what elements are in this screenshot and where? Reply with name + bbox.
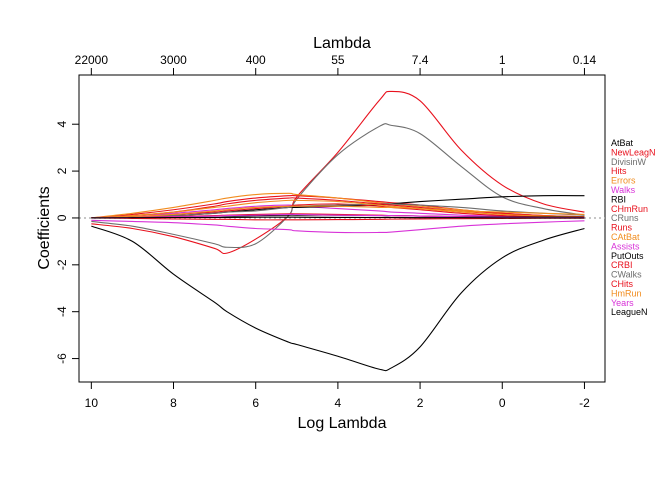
legend-label-catbat: CAtBat bbox=[611, 232, 640, 242]
series-line-hmrun bbox=[91, 205, 585, 219]
series-line-years bbox=[91, 213, 585, 219]
legend-label-chmrun: CHmRun bbox=[611, 204, 648, 214]
series-line-newleagn bbox=[91, 90, 585, 255]
legend-label-errors: Errors bbox=[611, 176, 636, 186]
x-tick-label: 0 bbox=[499, 396, 506, 410]
legend-label-walks: Walks bbox=[611, 185, 636, 195]
legend-label-years: Years bbox=[611, 298, 634, 308]
bottom-axis: 10 8 6 4 2 0 -2 bbox=[85, 381, 590, 410]
legend-label-hits: Hits bbox=[611, 166, 627, 176]
legend-label-putouts: PutOuts bbox=[611, 251, 644, 261]
y-tick-label: -6 bbox=[55, 353, 69, 364]
top-tick-label: 7.4 bbox=[412, 53, 429, 67]
y-tick-label: 4 bbox=[55, 121, 69, 128]
y-tick-label: 2 bbox=[55, 167, 69, 174]
legend-label-leaguen: LeagueN bbox=[611, 307, 648, 317]
x-tick-label: 10 bbox=[85, 396, 99, 410]
legend-label-atbat: AtBat bbox=[611, 138, 634, 148]
top-axis: 22000 3000 400 55 7.4 1 0.14 bbox=[75, 53, 597, 76]
legend-label-chits: CHits bbox=[611, 279, 633, 289]
top-tick-label: 55 bbox=[331, 53, 345, 67]
top-tick-label: 400 bbox=[246, 53, 266, 67]
x-tick-label: 2 bbox=[417, 396, 424, 410]
series-line-chmrun bbox=[91, 203, 585, 219]
x-tick-label: 4 bbox=[335, 396, 342, 410]
series-line-catbat bbox=[91, 199, 585, 219]
top-tick-label: 22000 bbox=[75, 53, 109, 67]
legend-label-crbi: CRBI bbox=[611, 260, 633, 270]
plot-box bbox=[78, 74, 606, 383]
x-axis-title: Log Lambda bbox=[298, 415, 387, 432]
legend-label-cruns: CRuns bbox=[611, 213, 639, 223]
top-axis-title: Lambda bbox=[313, 35, 371, 52]
x-tick-label: 8 bbox=[170, 396, 177, 410]
x-tick-label: 6 bbox=[252, 396, 259, 410]
legend: AtBatNewLeagNDivisinWHitsErrorsWalksRBIC… bbox=[611, 138, 656, 317]
top-tick-label: 3000 bbox=[160, 53, 187, 67]
legend-label-assists: Assists bbox=[611, 241, 640, 251]
left-axis: -6 -4 -2 0 2 4 bbox=[55, 121, 80, 364]
series-line-assists bbox=[91, 219, 585, 234]
legend-label-hmrun: HmRun bbox=[611, 288, 642, 298]
legend-label-rbi: RBI bbox=[611, 194, 626, 204]
top-tick-label: 0.14 bbox=[573, 53, 597, 67]
legend-label-cwalks: CWalks bbox=[611, 270, 642, 280]
y-tick-label: 0 bbox=[55, 214, 69, 221]
y-axis-title: Coefficients bbox=[36, 186, 53, 269]
series-line-atbat bbox=[91, 225, 585, 372]
y-tick-label: -2 bbox=[55, 259, 69, 270]
series-line-divisinw bbox=[91, 123, 585, 249]
series-line-chits bbox=[91, 217, 585, 221]
top-tick-label: 1 bbox=[499, 53, 506, 67]
legend-label-newleagn: NewLeagN bbox=[611, 147, 656, 157]
legend-label-divisinw: DivisinW bbox=[611, 157, 647, 167]
legend-label-runs: Runs bbox=[611, 223, 633, 233]
y-tick-label: -4 bbox=[55, 306, 69, 317]
series-line-leaguen bbox=[91, 216, 585, 219]
x-tick-label: -2 bbox=[579, 396, 590, 410]
series-layer bbox=[91, 90, 585, 372]
